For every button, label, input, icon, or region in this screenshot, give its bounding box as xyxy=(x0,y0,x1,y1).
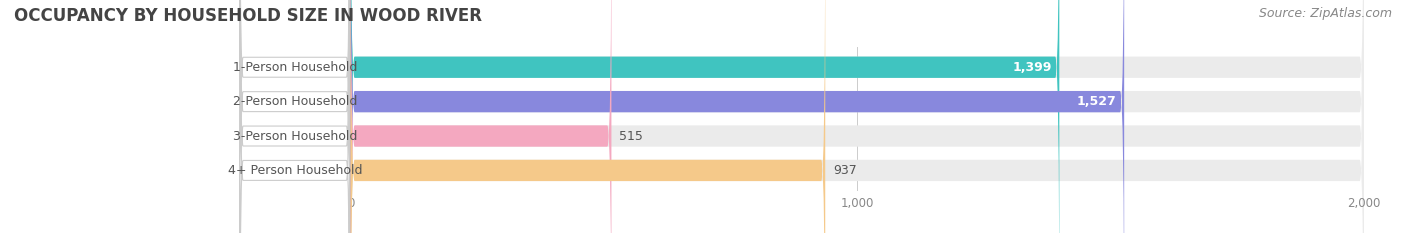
Text: 4+ Person Household: 4+ Person Household xyxy=(228,164,361,177)
FancyBboxPatch shape xyxy=(240,0,350,233)
Text: Source: ZipAtlas.com: Source: ZipAtlas.com xyxy=(1258,7,1392,20)
Text: 1,527: 1,527 xyxy=(1077,95,1116,108)
Text: 3-Person Household: 3-Person Household xyxy=(232,130,357,143)
FancyBboxPatch shape xyxy=(240,0,350,233)
FancyBboxPatch shape xyxy=(240,0,350,233)
Text: 1-Person Household: 1-Person Household xyxy=(232,61,357,74)
Text: 937: 937 xyxy=(832,164,856,177)
Text: 1,399: 1,399 xyxy=(1012,61,1052,74)
Text: 515: 515 xyxy=(619,130,643,143)
FancyBboxPatch shape xyxy=(350,0,1364,233)
FancyBboxPatch shape xyxy=(350,0,612,233)
FancyBboxPatch shape xyxy=(350,0,1364,233)
FancyBboxPatch shape xyxy=(350,0,1364,233)
Text: OCCUPANCY BY HOUSEHOLD SIZE IN WOOD RIVER: OCCUPANCY BY HOUSEHOLD SIZE IN WOOD RIVE… xyxy=(14,7,482,25)
FancyBboxPatch shape xyxy=(350,0,1059,233)
FancyBboxPatch shape xyxy=(240,0,350,233)
FancyBboxPatch shape xyxy=(350,0,1125,233)
Text: 2-Person Household: 2-Person Household xyxy=(232,95,357,108)
FancyBboxPatch shape xyxy=(350,0,825,233)
FancyBboxPatch shape xyxy=(350,0,1364,233)
